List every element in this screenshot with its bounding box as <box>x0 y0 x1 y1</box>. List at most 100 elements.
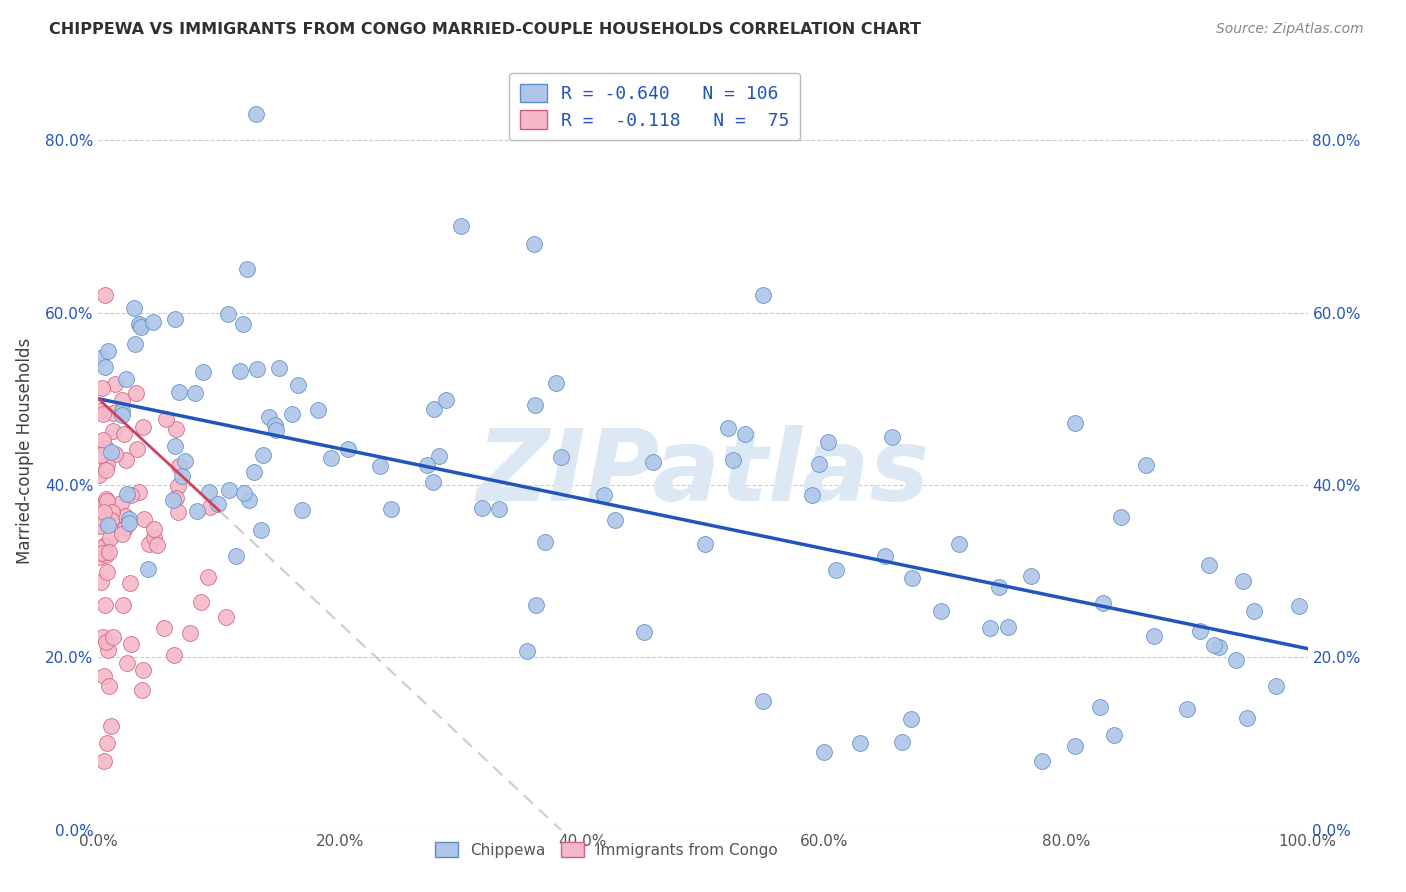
Point <box>128 318 150 332</box>
Point <box>114 509 136 524</box>
Point <box>124 337 146 351</box>
Point <box>882 430 904 444</box>
Point <box>89 351 111 365</box>
Point <box>89 549 111 564</box>
Point <box>717 421 740 435</box>
Point <box>1019 569 1042 583</box>
Point <box>238 493 260 508</box>
Point <box>110 496 132 510</box>
Point <box>96 494 118 508</box>
Point <box>131 319 153 334</box>
Point <box>1208 640 1230 654</box>
Point <box>215 610 238 624</box>
Point <box>929 604 952 618</box>
Point <box>1109 509 1132 524</box>
Point <box>87 467 110 482</box>
Point <box>1064 416 1087 430</box>
Point <box>98 531 121 545</box>
Point <box>217 308 239 322</box>
Point <box>120 637 142 651</box>
Point <box>997 620 1019 634</box>
Point <box>523 398 546 412</box>
Point <box>129 318 152 333</box>
Point <box>873 549 896 563</box>
Point <box>1142 629 1164 643</box>
Point <box>233 485 256 500</box>
Point <box>93 669 115 683</box>
Point <box>198 500 221 515</box>
Point <box>93 540 115 554</box>
Point <box>111 527 134 541</box>
Point <box>117 487 139 501</box>
Point <box>90 575 112 590</box>
Point <box>111 393 134 408</box>
Point <box>87 510 110 524</box>
Y-axis label: Married-couple Households: Married-couple Households <box>15 337 34 564</box>
Point <box>603 513 626 527</box>
Point <box>167 479 190 493</box>
Point <box>813 745 835 759</box>
Point <box>948 537 970 551</box>
Point <box>91 407 114 421</box>
Point <box>849 736 872 750</box>
Point <box>132 511 155 525</box>
Point <box>115 372 138 386</box>
Point <box>752 694 775 708</box>
Point <box>143 530 166 544</box>
Point <box>146 538 169 552</box>
Point <box>307 403 329 417</box>
Point <box>534 534 557 549</box>
Point <box>131 682 153 697</box>
Point <box>524 598 547 612</box>
Point <box>641 455 664 469</box>
Point <box>900 571 922 585</box>
Point <box>104 376 127 391</box>
Point <box>246 361 269 376</box>
Point <box>817 435 839 450</box>
Point <box>243 465 266 479</box>
Point <box>98 680 121 694</box>
Point <box>118 516 141 530</box>
Point <box>112 427 135 442</box>
Point <box>1225 652 1247 666</box>
Point <box>633 625 655 640</box>
Point <box>167 458 190 473</box>
Point <box>167 505 190 519</box>
Point <box>91 434 114 448</box>
Point <box>114 521 136 535</box>
Point <box>257 410 280 425</box>
Point <box>264 418 287 433</box>
Point <box>988 580 1011 594</box>
Point <box>1088 699 1111 714</box>
Point <box>165 491 187 506</box>
Point <box>1232 574 1254 588</box>
Point <box>1102 728 1125 742</box>
Point <box>115 453 138 467</box>
Point <box>91 546 114 560</box>
Point <box>112 598 135 612</box>
Point <box>269 361 291 376</box>
Point <box>807 457 830 471</box>
Point <box>1198 558 1220 572</box>
Point <box>87 518 110 533</box>
Point <box>191 365 214 379</box>
Point <box>163 648 186 662</box>
Point <box>225 549 247 564</box>
Point <box>120 575 142 590</box>
Point <box>891 735 914 749</box>
Point <box>1175 702 1198 716</box>
Point <box>190 595 212 609</box>
Point <box>173 454 195 468</box>
Point <box>184 385 207 400</box>
Point <box>979 621 1001 635</box>
Point <box>165 439 187 453</box>
Point <box>250 524 273 538</box>
Point <box>163 311 186 326</box>
Point <box>153 621 176 635</box>
Point <box>96 463 118 477</box>
Text: Source: ZipAtlas.com: Source: ZipAtlas.com <box>1216 22 1364 37</box>
Point <box>94 442 117 456</box>
Point <box>544 376 567 391</box>
Point <box>118 512 141 526</box>
Point <box>427 450 450 464</box>
